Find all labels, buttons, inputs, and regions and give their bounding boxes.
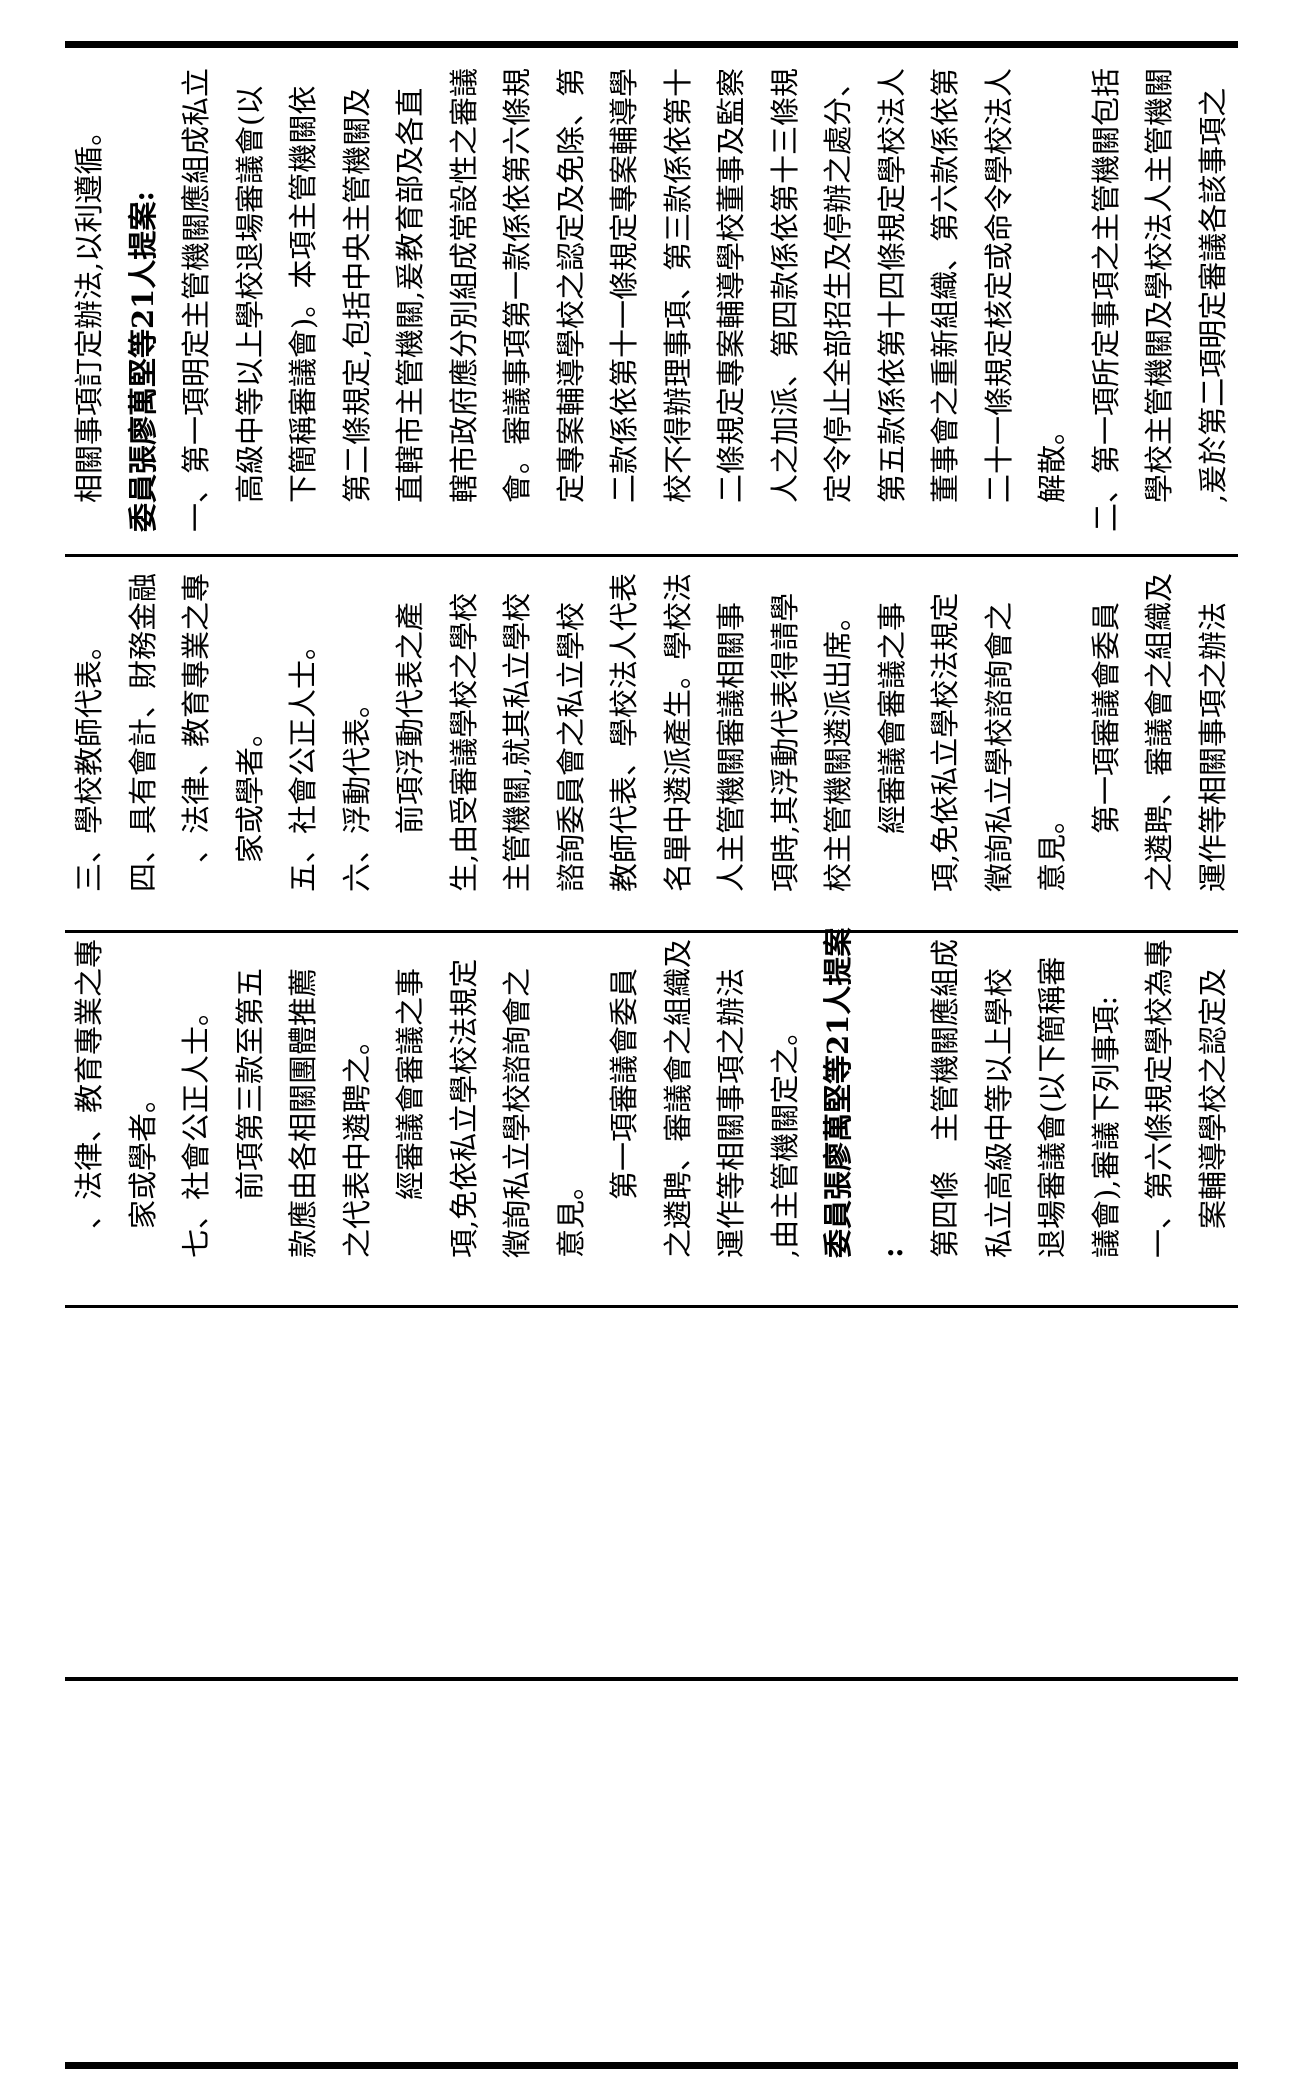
- text-line: 運作等相關事項之辦法: [714, 967, 748, 1258]
- text-line: 之遴聘、審議會之組織及: [660, 938, 695, 1258]
- text-line: 第一項審議會委員: [1088, 601, 1123, 834]
- text-line: 三、學校教師代表。: [72, 630, 106, 892]
- text-line: 徵詢私立學校諮詢會之: [981, 601, 1016, 892]
- text-line: 下簡稱審議會)。本項主管機關依: [286, 85, 320, 503]
- text-line: 意見。: [553, 1170, 588, 1258]
- text-line: 運作等相關事項之辦法: [1195, 601, 1230, 892]
- text-line: 前項浮動代表之產: [393, 601, 427, 834]
- text-line: 直轄市主管機關,爰教育部及各直: [393, 87, 427, 503]
- text-line: 退場審議會(以下簡稱審: [1035, 956, 1069, 1258]
- text-line: 委員張廖萬堅等21人提案: [821, 927, 855, 1258]
- text-line: 意見。: [1035, 804, 1069, 892]
- text-line: 學校主管機關及學校法人主管機關: [1142, 67, 1176, 503]
- text-line: 一、第六條規定學校為專: [1142, 938, 1176, 1258]
- text-line: 、法律、教育專業之專: [179, 572, 213, 863]
- text-line: 款應由各相關團體推薦: [286, 967, 320, 1258]
- text-line: 轄市政府應分別組成常設性之審議: [446, 67, 481, 503]
- text-line: 二款係依第十一條規定專案輔導學: [607, 67, 641, 503]
- text-line: 五、社會公正人士。: [286, 630, 320, 892]
- text-line: 私立高級中等以上學校: [981, 967, 1016, 1258]
- column-separator-1: [65, 554, 1238, 557]
- text-line: 董事會之重新組織、第六款係依第: [928, 67, 962, 503]
- text-line: 生,由受審議學校之學校: [446, 592, 481, 892]
- text-line: 六、浮動代表。: [339, 688, 374, 892]
- text-line: 會。審議事項第一款係依第六條規: [500, 67, 534, 503]
- column-separator-2: [65, 930, 1238, 933]
- text-line: 定專案輔導學校之認定及免除、第: [553, 67, 588, 503]
- text-line: 經審議會審議之事: [393, 967, 427, 1200]
- text-line: ,爰於第二項明定審議各該事項之: [1195, 87, 1230, 503]
- table-outer-border-top: [65, 41, 1238, 48]
- table-outer-border-bottom: [65, 2062, 1238, 2069]
- text-line: 項,免依私立學校法規定: [928, 592, 962, 892]
- text-line: 項,免依私立學校法規定: [446, 958, 481, 1258]
- text-line: ,由主管機關定之。: [767, 1016, 802, 1258]
- text-line: 諮詢委員會之私立學校: [553, 601, 588, 892]
- text-line: 第一項審議會委員: [607, 967, 641, 1200]
- text-line: 名單中遴派產生。學校法: [660, 572, 695, 892]
- text-line: 教師代表、學校法人代表: [607, 572, 641, 892]
- text-line: 校不得辦理事項、第三款係依第十: [660, 67, 695, 503]
- text-line: 第二條規定,包括中央主管機關及: [339, 87, 374, 503]
- text-line: 人之加派、第四款係依第十三條規: [767, 67, 802, 503]
- text-line: 一、第一項明定主管機關應組成私立: [179, 67, 213, 532]
- text-line: 委員張廖萬堅等21人提案:: [125, 190, 160, 532]
- text-line: 解散。: [1035, 415, 1069, 503]
- column-separator-4: [65, 1677, 1238, 1681]
- text-line: 家或學者。: [232, 717, 267, 863]
- text-line: 校主管機關遴派出席。: [821, 601, 855, 892]
- text-line: 項時,其浮動代表得請學: [767, 592, 802, 892]
- text-line: 相關事項訂定辦法,以利遵循。: [72, 116, 106, 503]
- text-line: 前項第三款至第五: [232, 967, 267, 1200]
- text-line: 第五款係依第十四條規定學校法人: [874, 67, 909, 503]
- text-line: 之遴聘、審議會之組織及: [1142, 572, 1176, 892]
- column-separator-3: [65, 1305, 1238, 1308]
- text-line: 定令停止全部招生及停辦之處分、: [821, 67, 855, 503]
- text-line: 經審議會審議之事: [874, 601, 909, 834]
- text-line: 之代表中遴聘之。: [339, 1025, 374, 1258]
- text-line: 家或學者。: [125, 1083, 160, 1229]
- text-line: 徵詢私立學校諮詢會之: [500, 967, 534, 1258]
- text-line: 二、第一項所定事項之主管機關包括: [1088, 67, 1123, 532]
- text-line: 、法律、教育專業之專: [72, 938, 106, 1229]
- text-line: 七、社會公正人士。: [179, 996, 213, 1258]
- text-line: 四、具有會計、財務金融: [125, 572, 160, 892]
- text-line: 高級中等以上學校退場審議會(以: [232, 85, 267, 503]
- text-line: :: [874, 1247, 909, 1258]
- text-line: 主管機關,就其私立學校: [500, 592, 534, 892]
- text-line: 人主管機關審議相關事: [714, 601, 748, 892]
- text-line: 議會),審議下列事項:: [1088, 995, 1123, 1258]
- text-line: 二十一條規定核定或命令學校法人: [981, 67, 1016, 503]
- text-line: 第四條 主管機關應組成: [928, 938, 962, 1258]
- text-line: 案輔導學校之認定及: [1195, 967, 1230, 1229]
- text-line: 二條規定專案輔導學校董事及監察: [714, 67, 748, 503]
